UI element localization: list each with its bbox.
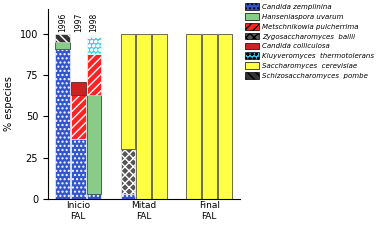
Bar bbox=[87, 37, 102, 54]
Bar bbox=[121, 34, 135, 149]
Bar bbox=[121, 194, 135, 199]
Text: 1997: 1997 bbox=[74, 13, 83, 32]
Bar bbox=[202, 34, 217, 199]
Bar bbox=[71, 82, 86, 95]
Bar bbox=[55, 34, 70, 42]
Bar bbox=[87, 194, 102, 199]
Bar bbox=[71, 140, 86, 199]
Bar bbox=[71, 95, 86, 140]
Bar bbox=[87, 54, 102, 95]
Bar bbox=[186, 34, 201, 199]
Bar bbox=[55, 49, 70, 199]
Bar bbox=[136, 34, 151, 199]
Bar bbox=[87, 95, 102, 194]
Y-axis label: % especies: % especies bbox=[4, 76, 14, 131]
Legend: Candida zemplinina, Hanseniaspora uvarum, Metschnikowia pulcherrima, Zygosacchar: Candida zemplinina, Hanseniaspora uvarum… bbox=[245, 3, 374, 79]
Bar bbox=[152, 34, 167, 199]
Bar bbox=[55, 42, 70, 49]
Text: 1996: 1996 bbox=[58, 13, 67, 32]
Bar bbox=[121, 149, 135, 194]
Bar bbox=[218, 34, 232, 199]
Text: 1998: 1998 bbox=[89, 13, 99, 32]
